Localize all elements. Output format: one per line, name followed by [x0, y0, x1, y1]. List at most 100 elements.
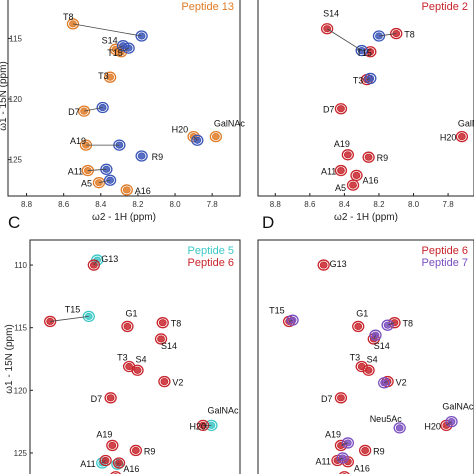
y-tick-label: 115 — [9, 34, 22, 43]
shift-line — [117, 462, 120, 465]
peak-core — [131, 446, 140, 455]
shift-line — [446, 421, 452, 426]
peak-label: V2 — [396, 378, 407, 388]
peak-t15-red — [44, 315, 57, 328]
peak-contour — [121, 320, 134, 333]
shift-line — [366, 78, 371, 81]
peak-r9-red — [129, 444, 142, 457]
peak-contour — [381, 319, 394, 331]
peak-label: T3 — [350, 353, 361, 363]
peak-core — [395, 424, 404, 432]
shift-line — [384, 381, 388, 384]
shift-line — [50, 316, 89, 322]
legend-entry: Peptide 2 — [422, 1, 468, 13]
peak-a16-red — [350, 169, 363, 182]
peak-label: R9 — [373, 446, 385, 456]
x-tick-label: 8.4 — [95, 200, 107, 209]
peak-label: A11 — [315, 456, 330, 466]
panel-frame — [29, 239, 241, 474]
panel-letter: C — [8, 213, 20, 232]
peak-label: S14 — [161, 341, 177, 351]
peak-v2-purple — [377, 377, 391, 389]
peak-core — [108, 441, 117, 450]
peak-label: T15 — [65, 304, 81, 314]
peak-core — [343, 151, 352, 159]
peak-contour — [339, 471, 350, 474]
peak-label: T8 — [404, 30, 415, 40]
shift-line — [288, 319, 293, 322]
legend-entry: Peptide 5 — [188, 245, 234, 257]
peak-contour — [99, 454, 112, 467]
peak-contour — [66, 18, 80, 30]
peak-label: H20 — [189, 421, 206, 431]
shift-line — [84, 107, 103, 112]
peak-contour — [135, 30, 148, 42]
peak-label: Neu5Ac — [370, 414, 403, 424]
peak-contour — [352, 320, 365, 333]
x-axis-label: ω2 - 1H (ppm) — [334, 212, 398, 223]
peak-label: D7 — [68, 107, 80, 117]
peak-contour — [131, 364, 144, 376]
x-tick-label: 8.8 — [21, 200, 33, 209]
x-tick-label: 8.6 — [58, 200, 70, 209]
peak-s14-red — [320, 23, 334, 35]
peak-contour — [350, 169, 363, 182]
peak-core — [80, 107, 88, 115]
peak-d7-red — [334, 392, 348, 404]
peak-s4-red — [131, 364, 144, 376]
peak-d7-orange — [77, 105, 91, 117]
peak-contour — [92, 177, 106, 189]
peak-contour — [355, 44, 368, 57]
peak-s14-red — [154, 333, 168, 345]
peak-label: T3 — [117, 353, 128, 363]
peak-label: A16 — [354, 464, 370, 474]
peak-contour — [209, 130, 223, 143]
peak-label: S14 — [323, 9, 339, 19]
peak-label: T3 — [353, 76, 364, 86]
y-tick-label: 125 — [14, 449, 28, 458]
panel-letter: D — [262, 213, 274, 232]
peak-core — [160, 377, 169, 386]
peak-contour — [358, 444, 372, 457]
peak-core — [364, 153, 373, 161]
peak-v2-red — [158, 375, 171, 388]
peak-a11-red — [334, 164, 348, 177]
peak-contour — [103, 174, 117, 186]
peak-contour — [334, 103, 348, 115]
peak-label: T15 — [356, 48, 372, 58]
peak-core — [337, 105, 345, 113]
peak-label: A16 — [362, 175, 378, 185]
peak-label: A5 — [335, 183, 346, 193]
peak-label: A19 — [325, 429, 341, 439]
peak-t8-orange — [66, 18, 80, 30]
panel-frame — [257, 0, 474, 197]
peak-g1-red — [121, 320, 134, 333]
peak-core — [349, 181, 357, 189]
peak-r9-blue — [135, 150, 148, 162]
y-tick-label: 110 — [14, 261, 27, 270]
x-tick-label: 8.0 — [408, 200, 420, 209]
panel-b: Peptide 2 8.8 8.6 8.4 8.2 8.0 7.8 ω2 - 1H (ppm)… — [257, 0, 474, 223]
peak-contour — [317, 259, 330, 271]
peak-contour — [44, 315, 57, 328]
peak-core — [458, 133, 466, 141]
peak-label: A11 — [68, 167, 83, 177]
shift-line — [337, 457, 343, 461]
peak-a19-red — [106, 439, 119, 452]
peak-label: A19 — [96, 429, 112, 439]
peak-core — [106, 394, 115, 402]
peak-contour — [135, 150, 148, 162]
peak-contour — [120, 184, 133, 196]
peak-contour — [362, 151, 375, 163]
peak-contour — [158, 375, 171, 388]
shift-line — [193, 136, 198, 141]
peak-contour — [334, 392, 348, 404]
peak-core — [211, 133, 220, 141]
x-tick-label: 7.8 — [207, 200, 219, 209]
peak-core — [157, 335, 165, 343]
peak-label: G13 — [101, 254, 118, 264]
peak-a5-red — [346, 179, 360, 191]
peak-label: H20 — [424, 421, 441, 431]
peak-label: T15 — [269, 305, 285, 315]
peak-contour — [346, 179, 360, 191]
